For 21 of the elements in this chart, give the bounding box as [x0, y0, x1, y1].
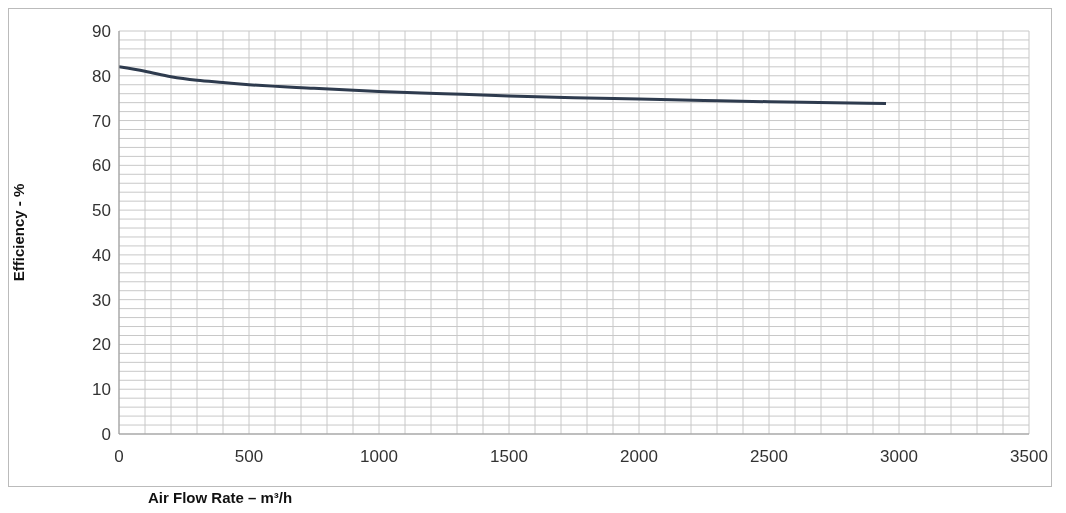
x-tick-label: 3500	[1010, 447, 1048, 467]
x-tick-label: 2500	[750, 447, 788, 467]
y-tick-label: 50	[92, 201, 111, 221]
y-tick-label: 80	[92, 66, 111, 86]
x-tick-label: 3000	[880, 447, 918, 467]
y-tick-label: 0	[101, 425, 111, 445]
y-tick-label: 70	[92, 111, 111, 131]
y-axis-title: Efficiency - %	[10, 183, 28, 282]
y-tick-label: 30	[92, 290, 111, 310]
x-tick-label: 500	[234, 447, 264, 467]
x-tick-label: 2000	[620, 447, 658, 467]
x-axis-title: Air Flow Rate – m³/h	[148, 489, 293, 506]
line-series	[119, 65, 888, 106]
y-tick-label: 20	[92, 335, 111, 355]
x-tick-label: 0	[114, 447, 124, 467]
x-tick-label: 1000	[360, 447, 398, 467]
y-tick-label: 90	[92, 22, 111, 42]
x-tick-label: 1500	[490, 447, 528, 467]
y-tick-label: 60	[92, 156, 111, 176]
y-tick-label: 40	[92, 245, 111, 265]
y-tick-label: 10	[92, 380, 111, 400]
